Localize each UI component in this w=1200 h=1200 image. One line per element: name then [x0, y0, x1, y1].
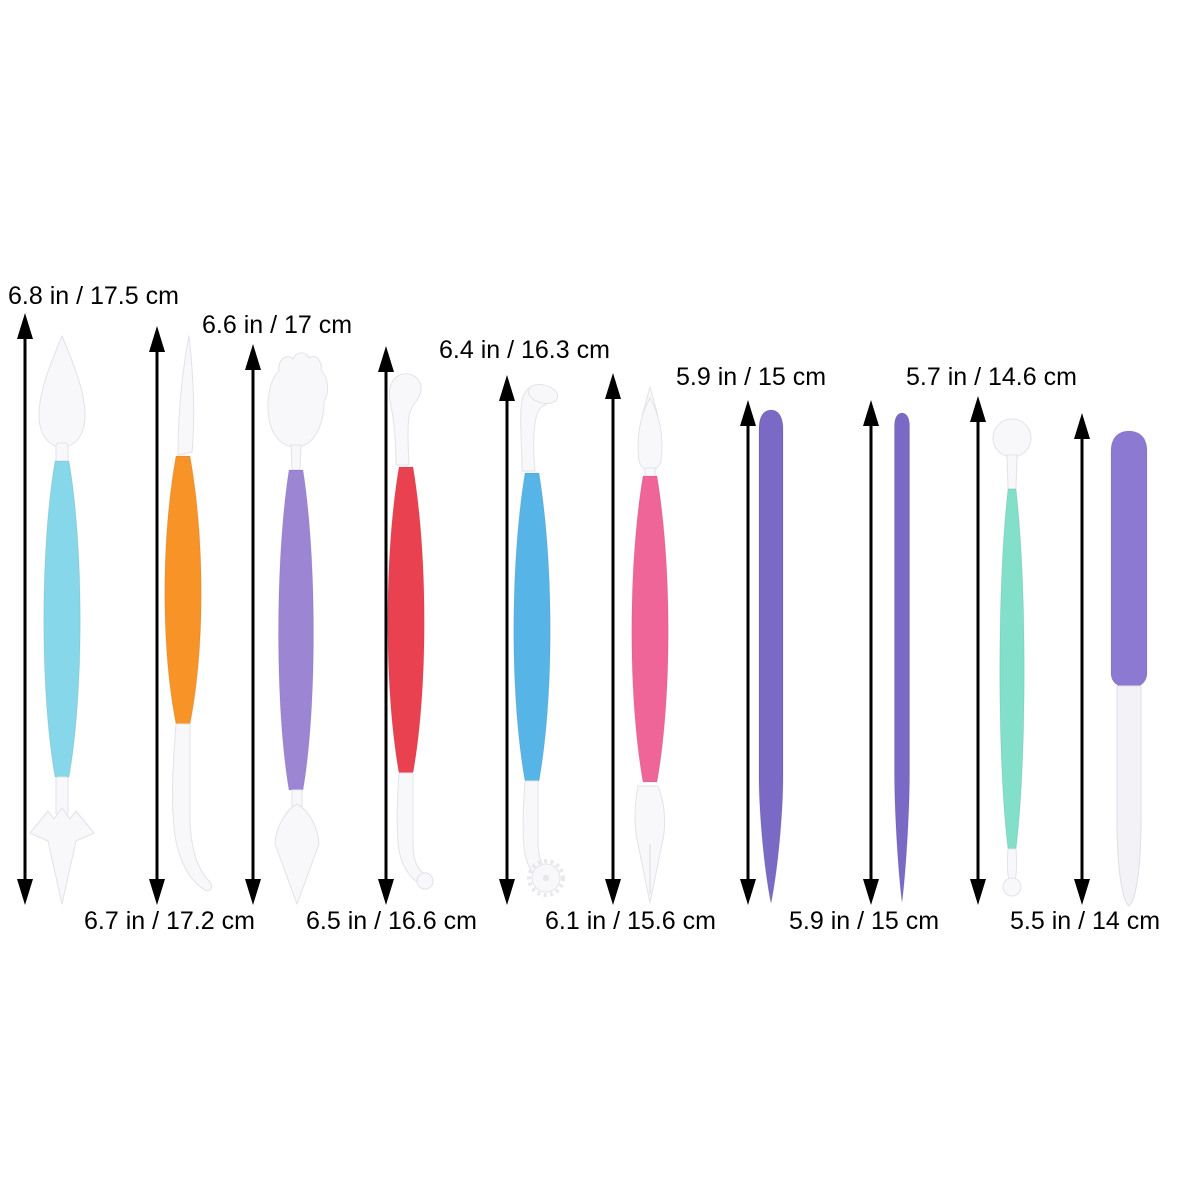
tool-palette-knife: [1110, 430, 1148, 907]
tool-neck: [1006, 848, 1018, 881]
dimension-arrow-tool-8: [862, 400, 880, 905]
tool-knife-and-curve: [164, 335, 213, 892]
dimension-arrow-tool-7: [739, 400, 757, 905]
measurement-label-tool-3: 6.6 in / 17 cm: [202, 311, 353, 339]
tool-scriber-and-wheel: [513, 383, 565, 897]
dimension-arrow-tool-5: [498, 375, 516, 905]
curved-shaper-tip: [172, 723, 213, 892]
kite-blade-tip: [274, 803, 320, 905]
measurement-label-tool-8: 5.9 in / 15 cm: [789, 907, 940, 935]
arrow-shaft: [976, 414, 980, 887]
arrow-shaft: [155, 344, 159, 887]
stick-body: [758, 409, 784, 904]
dimension-arrow-tool-3: [244, 344, 262, 905]
tool-handle: [43, 460, 81, 778]
tool-handle: [278, 469, 314, 791]
measurement-label-tool-1: 6.8 in / 17.5 cm: [8, 282, 179, 310]
tool-handle: [1110, 430, 1148, 689]
arrow-shaft: [869, 418, 873, 887]
tool-handle: [387, 466, 425, 774]
measurement-label-tool-6: 6.1 in / 15.6 cm: [545, 907, 716, 935]
measurement-label-tool-10: 5.5 in / 14 cm: [1010, 907, 1161, 935]
tool-handle: [164, 455, 202, 725]
tool-dotting-stick-thick: [758, 409, 784, 904]
stick-body: [894, 412, 910, 903]
arrow-shaft: [611, 391, 615, 887]
tool-leaf-and-dart: [29, 335, 95, 905]
tool-shell-and-kite: [267, 352, 329, 905]
tool-curved-ball-tips: [387, 373, 434, 890]
measurement-label-tool-9: 5.7 in / 14.6 cm: [906, 363, 1077, 391]
spatula-blade: [1116, 685, 1142, 907]
arrow-shaft: [746, 418, 750, 887]
small-ball-tip: [1002, 877, 1022, 897]
arrow-shaft: [23, 331, 27, 887]
disc-tip: [527, 383, 559, 405]
dimension-arrow-tool-9: [969, 396, 987, 905]
arrow-shaft: [251, 362, 255, 887]
tool-double-ball: [992, 418, 1032, 897]
dimension-arrow-tool-4: [377, 346, 395, 905]
tool-handle: [513, 472, 551, 782]
large-ball-tip: [992, 418, 1032, 458]
tool-handle: [631, 475, 669, 783]
arrow-shaft: [384, 364, 388, 887]
bud-tip: [637, 397, 663, 472]
leaf-tip: [38, 335, 86, 448]
curved-neck: [396, 772, 431, 886]
dimension-arrow-tool-10: [1073, 413, 1091, 905]
ball-tip: [416, 872, 434, 890]
curved-bulb-tip: [388, 373, 422, 466]
measurement-label-tool-7: 5.9 in / 15 cm: [676, 363, 827, 391]
tool-handle: [999, 488, 1025, 850]
dart-tip: [29, 807, 95, 905]
tool-neck: [1006, 454, 1018, 490]
wheel-hub: [543, 875, 549, 881]
dimension-arrow-tool-6: [604, 373, 622, 905]
measurement-label-tool-2: 6.7 in / 17.2 cm: [84, 907, 255, 935]
tool-neck: [55, 442, 69, 464]
measurement-label-tool-4: 6.5 in / 16.6 cm: [306, 907, 477, 935]
measurement-label-tool-5: 6.4 in / 16.3 cm: [439, 336, 610, 364]
dimension-arrow-tool-1: [16, 313, 34, 905]
arrow-shaft: [1080, 431, 1084, 887]
knife-tip: [177, 335, 195, 456]
dimension-arrow-tool-2: [148, 326, 166, 905]
arrow-shaft: [505, 393, 509, 887]
stitching-wheel-teeth: [527, 859, 565, 897]
tool-bud-and-cone: [631, 386, 669, 904]
tool-neck: [290, 444, 302, 471]
tool-dotting-stick-thin: [894, 412, 910, 903]
shell-tip: [267, 352, 329, 448]
